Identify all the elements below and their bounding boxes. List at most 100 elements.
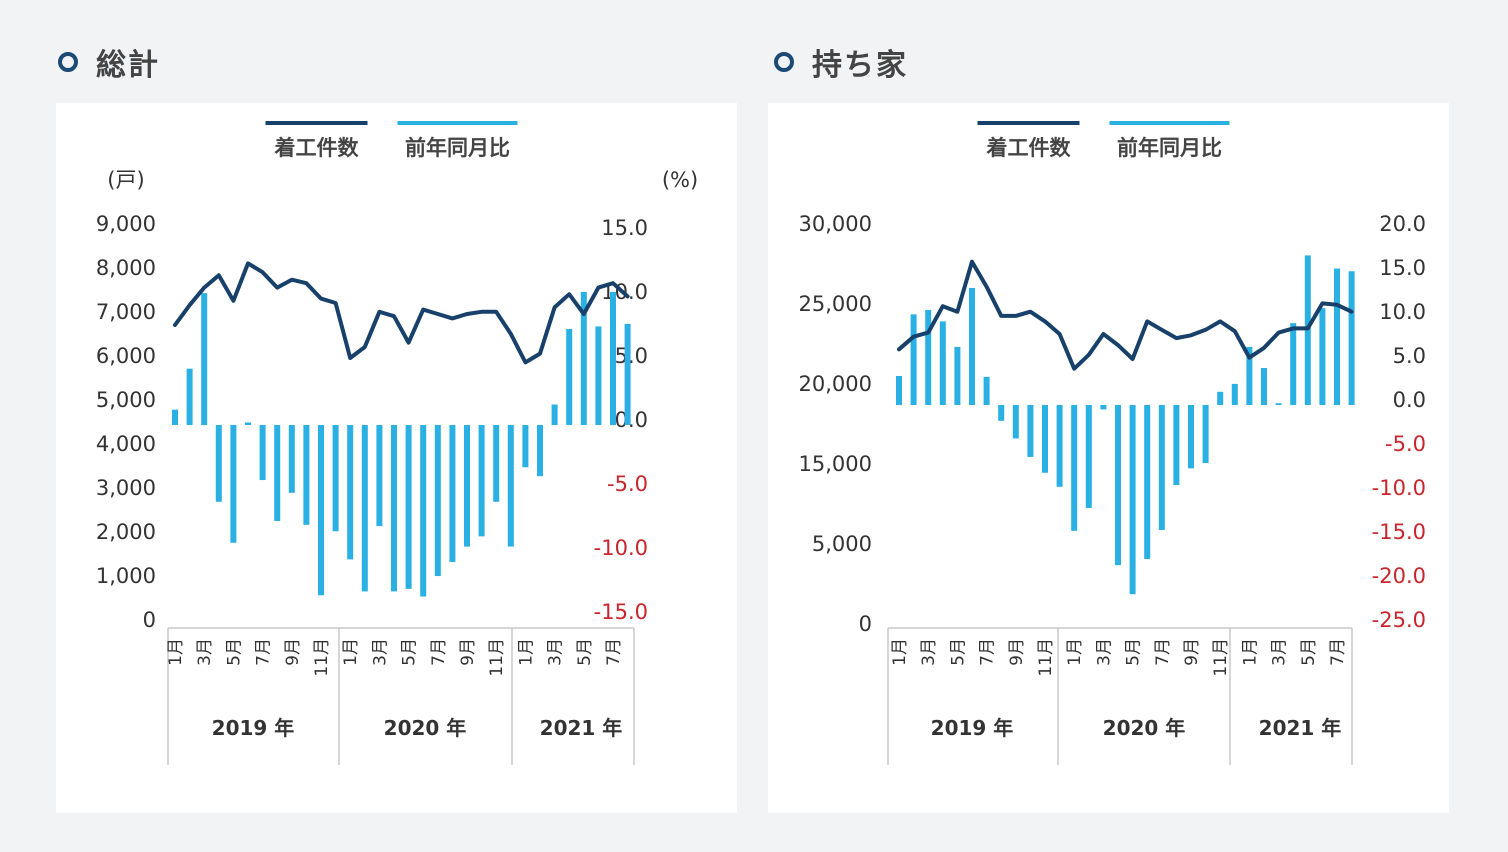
left-tick-label: 2,000 bbox=[96, 520, 156, 544]
month-tick-label: 11月 bbox=[312, 638, 332, 677]
yoy-bar bbox=[478, 425, 485, 537]
month-tick-label: 1月 bbox=[1240, 638, 1260, 666]
section-title-owner: 持ち家 bbox=[774, 40, 908, 84]
year-label: 2021 年 bbox=[540, 716, 623, 740]
left-tick-label: 20,000 bbox=[799, 372, 872, 396]
yoy-bar bbox=[1231, 383, 1238, 405]
month-tick-label: 3月 bbox=[1270, 638, 1290, 666]
yoy-bar bbox=[1275, 403, 1282, 405]
yoy-bar bbox=[939, 321, 946, 405]
yoy-bar bbox=[1056, 405, 1063, 487]
month-tick-label: 5月 bbox=[948, 638, 968, 666]
right-tick-label: 0.0 bbox=[615, 408, 648, 432]
year-label: 2019 年 bbox=[212, 716, 295, 740]
chart-panel-total: 着工件数 前年同月比 (戸) (%) 9,000 8,000 7,000 6,000 5,000… bbox=[56, 103, 737, 813]
month-tick-label: 3月 bbox=[919, 638, 939, 666]
left-tick-label: 9,000 bbox=[96, 212, 156, 236]
right-tick-label: -20.0 bbox=[1372, 564, 1426, 588]
month-tick-label: 7月 bbox=[254, 638, 274, 666]
right-tick-label: 15.0 bbox=[1379, 256, 1426, 280]
right-tick-label: 10.0 bbox=[1379, 300, 1426, 324]
left-tick-label: 6,000 bbox=[96, 344, 156, 368]
yoy-bar bbox=[274, 425, 281, 521]
yoy-bar bbox=[493, 425, 500, 502]
right-tick-label: -10.0 bbox=[1372, 476, 1426, 500]
count-line bbox=[897, 259, 1354, 371]
chart-panel-owner: 着工件数 前年同月比 30,000 25,000 20,000 15,000 5,000 0 2… bbox=[768, 103, 1449, 813]
month-tick-label: 5月 bbox=[1299, 638, 1319, 666]
yoy-bar bbox=[1261, 368, 1267, 405]
yoy-bar bbox=[983, 376, 990, 405]
year-label: 2020 年 bbox=[1103, 716, 1186, 740]
yoy-bar bbox=[896, 375, 902, 405]
yoy-bar bbox=[332, 425, 339, 532]
yoy-bar bbox=[288, 425, 295, 493]
right-tick-label: -15.0 bbox=[594, 600, 648, 624]
month-tick-label: 1月 bbox=[890, 638, 910, 666]
left-tick-label: 1,000 bbox=[96, 564, 156, 588]
left-tick-label: 8,000 bbox=[96, 256, 156, 280]
yoy-bar bbox=[318, 425, 324, 596]
yoy-bar bbox=[449, 425, 456, 562]
yoy-bar bbox=[1027, 405, 1034, 457]
yoy-bar bbox=[925, 309, 932, 405]
count-line bbox=[173, 261, 630, 365]
month-tick-label: 9月 bbox=[1182, 638, 1202, 666]
yoy-bar bbox=[1115, 405, 1121, 566]
yoy-bar bbox=[391, 425, 397, 592]
circle-bullet-icon bbox=[58, 52, 78, 72]
yoy-bar bbox=[230, 425, 237, 543]
month-tick-label: 3月 bbox=[1094, 638, 1114, 666]
section-title-text: 総計 bbox=[96, 48, 160, 83]
month-tick-label: 7月 bbox=[1328, 638, 1348, 666]
left-axis-unit: (戸) bbox=[107, 168, 144, 192]
yoy-bar bbox=[580, 291, 587, 425]
section-title-total: 総計 bbox=[58, 40, 160, 84]
left-tick-label: 7,000 bbox=[96, 300, 156, 324]
left-tick-label: 25,000 bbox=[799, 292, 872, 316]
yoy-bar bbox=[954, 346, 961, 405]
yoy-bar bbox=[303, 425, 310, 525]
right-tick-label: 20.0 bbox=[1379, 212, 1426, 236]
right-tick-label: -25.0 bbox=[1372, 608, 1426, 632]
yoy-bar bbox=[1246, 346, 1253, 405]
month-tick-label: 7月 bbox=[1153, 638, 1173, 666]
yoy-bar bbox=[595, 326, 602, 425]
year-label: 2020 年 bbox=[384, 716, 467, 740]
yoy-bar bbox=[1144, 405, 1151, 559]
yoy-bar bbox=[186, 368, 193, 425]
legend-label-count: 着工件数 bbox=[986, 136, 1072, 160]
month-tick-label: 9月 bbox=[458, 638, 478, 666]
left-tick-label: 5,000 bbox=[812, 532, 872, 556]
year-label: 2021 年 bbox=[1259, 716, 1342, 740]
yoy-bar bbox=[1217, 391, 1224, 405]
right-tick-label: -15.0 bbox=[1372, 520, 1426, 544]
left-tick-label: 3,000 bbox=[96, 476, 156, 500]
left-tick-label: 5,000 bbox=[96, 388, 156, 412]
yoy-bar bbox=[522, 425, 529, 468]
month-tick-label: 3月 bbox=[195, 638, 215, 666]
yoy-bar bbox=[537, 425, 543, 477]
yoy-bar bbox=[507, 425, 514, 547]
yoy-bar bbox=[1071, 405, 1078, 531]
right-tick-label: 0.0 bbox=[1393, 388, 1426, 412]
yoy-bar bbox=[1334, 268, 1340, 405]
yoy-bar bbox=[1100, 405, 1107, 410]
month-tick-label: 5月 bbox=[224, 638, 244, 666]
right-tick-label: 5.0 bbox=[1393, 344, 1426, 368]
yoy-bar bbox=[910, 314, 917, 405]
yoy-bar bbox=[624, 323, 631, 425]
yoy-bar bbox=[376, 425, 383, 527]
yoy-bar bbox=[1042, 405, 1048, 473]
month-tick-label: 7月 bbox=[978, 638, 998, 666]
left-tick-label: 0 bbox=[143, 608, 156, 632]
month-tick-label: 3月 bbox=[370, 638, 390, 666]
yoy-bar bbox=[1348, 271, 1355, 405]
left-tick-label: 30,000 bbox=[799, 212, 872, 236]
yoy-bar bbox=[464, 425, 470, 547]
yoy-bar bbox=[1129, 405, 1136, 595]
yoy-bar bbox=[201, 293, 208, 425]
left-tick-label: 4,000 bbox=[96, 432, 156, 456]
section-title-text: 持ち家 bbox=[812, 48, 908, 83]
yoy-bar bbox=[1085, 405, 1092, 508]
